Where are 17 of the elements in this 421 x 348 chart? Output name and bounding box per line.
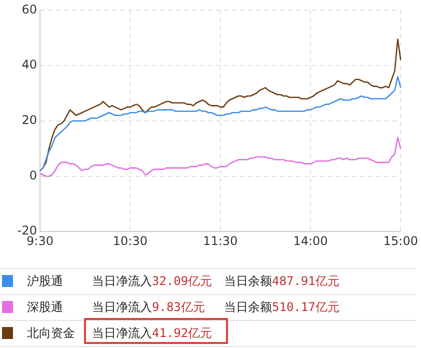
text: 当日余额510.17亿元: [224, 300, 340, 314]
text: 当日净流入41.92亿元: [92, 326, 212, 340]
x-tick-label: 10:30: [112, 234, 148, 248]
y-tick-label: 60: [22, 2, 37, 16]
y-tick-label: 20: [22, 113, 37, 128]
text: 当日净流入9.83亿元: [92, 300, 205, 314]
legend-label: 北向资金: [27, 325, 75, 342]
text: 当日净流入32.09亿元: [92, 274, 212, 288]
legend-label: 沪股通: [27, 273, 63, 290]
x-tick-label: 11:30: [203, 234, 238, 248]
x-tick-label: 9:30: [26, 234, 54, 248]
legend-label: 深股通: [27, 299, 63, 316]
y-tick-label: 40: [22, 58, 37, 72]
y-tick-label: 0: [29, 168, 37, 182]
x-tick-label: 14:00: [293, 234, 328, 248]
x-tick-label: 15:00: [383, 234, 418, 248]
text: 当日余额487.91亿元: [224, 274, 340, 288]
